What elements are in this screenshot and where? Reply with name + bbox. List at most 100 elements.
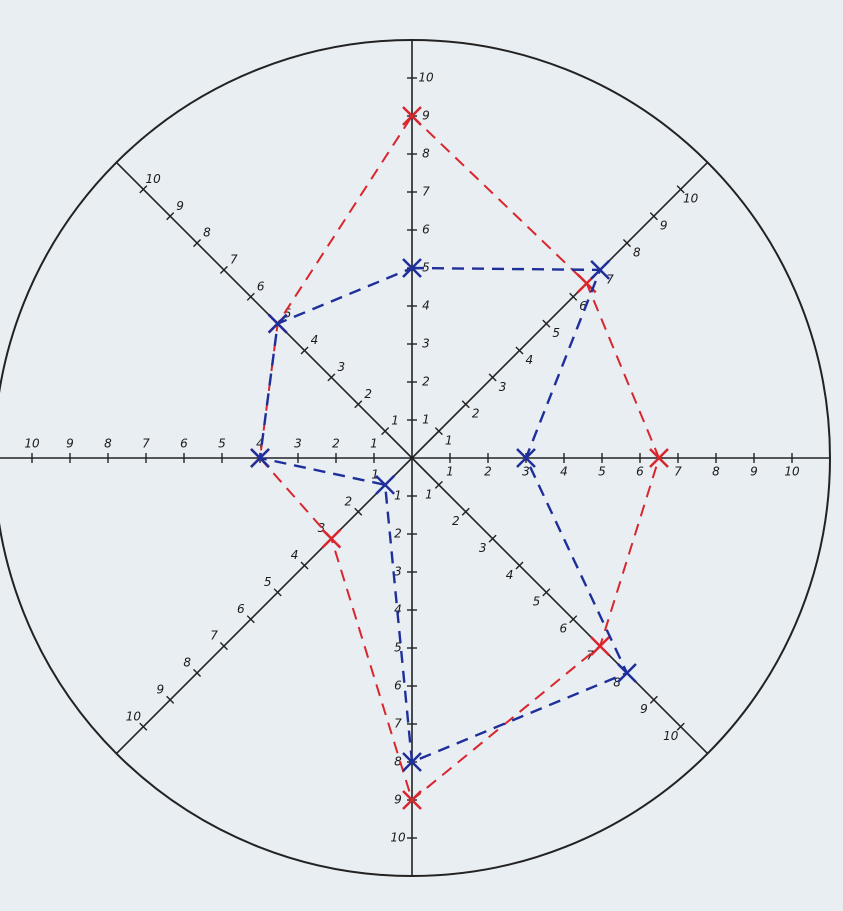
tick-mark [542,319,551,328]
tick-mark [649,695,658,704]
tick-label: 10 [146,172,162,186]
marker-stroke [375,474,396,495]
tick-label: 5 [552,326,560,340]
tick-label: 3 [479,541,487,555]
tick-label: 3 [422,337,430,351]
data-point [590,636,610,656]
tick-label: 3 [318,521,326,535]
tick-mark [139,185,148,194]
marker-stroke [402,258,422,278]
tick-label: 10 [784,465,800,479]
tick-label: 4 [311,333,319,347]
tick-label: 6 [257,279,265,293]
tick-label: 5 [598,465,606,479]
tick-mark [461,507,470,516]
tick-label: 6 [422,223,430,237]
tick-label: 6 [180,437,188,451]
data-point [267,313,288,334]
tick-mark [542,588,551,597]
marker-stroke [402,752,422,772]
tick-label: 10 [24,437,40,451]
tick-mark [649,212,658,221]
tick-label: 4 [291,548,299,562]
tick-mark [622,239,631,248]
tick-mark [676,185,685,194]
tick-label: 7 [674,465,682,479]
tick-label: 5 [533,595,541,609]
tick-label: 7 [586,648,594,662]
data-point [649,448,669,468]
tick-label: 1 [394,489,402,503]
tick-mark [327,373,336,382]
tick-label: 7 [210,629,218,643]
tick-mark [166,212,175,221]
tick-label: 4 [394,603,402,617]
tick-label: 1 [370,437,378,451]
tick-mark [246,615,255,624]
tick-label: 4 [560,465,568,479]
tick-label: 9 [640,702,648,716]
tick-label: 9 [176,199,184,213]
tick-mark [300,346,309,355]
tick-label: 6 [636,465,644,479]
marker-stroke [250,448,270,468]
tick-label: 2 [452,514,460,528]
tick-label: 7 [606,272,614,286]
tick-mark [515,346,524,355]
tick-label: 1 [371,467,379,481]
data-point [375,474,396,495]
tick-label: 4 [506,568,514,582]
tick-label: 7 [142,437,150,451]
tick-label: 7 [422,185,430,199]
tick-mark [488,534,497,543]
tick-label: 1 [445,434,453,448]
tick-label: 2 [332,437,340,451]
data-point [590,260,610,280]
tick-label: 8 [394,755,402,769]
tick-mark [246,292,255,301]
tick-label: 10 [683,192,699,206]
tick-label: 8 [633,245,641,259]
marker-stroke [649,448,669,468]
tick-label: 1 [446,465,454,479]
tick-mark [139,722,148,731]
tick-mark [569,615,578,624]
tick-label: 3 [499,380,507,394]
tick-mark [381,427,390,436]
tick-label: 8 [422,147,430,161]
tick-label: 3 [522,465,530,479]
axis-line [115,161,413,459]
tick-label: 2 [364,387,372,401]
marker-stroke [516,448,536,468]
data-point [402,790,422,810]
marker-stroke [590,636,610,656]
marker-stroke [402,106,422,126]
tick-label: 7 [230,253,238,267]
tick-mark [193,239,202,248]
axis-line [115,457,413,755]
tick-label: 8 [183,656,191,670]
tick-label: 9 [156,682,164,696]
tick-label: 7 [394,717,402,731]
tick-label: 5 [394,641,402,655]
tick-mark [434,480,443,489]
tick-label: 5 [284,306,292,320]
tick-label: 2 [422,375,430,389]
marker-stroke [590,260,610,280]
tick-mark [434,427,443,436]
tick-mark [515,561,524,570]
tick-label: 8 [613,675,621,689]
tick-label: 9 [422,109,430,123]
data-point [402,258,422,278]
tick-label: 10 [390,831,406,845]
tick-label: 4 [256,437,264,451]
marker-stroke [321,528,342,549]
tick-label: 8 [104,437,112,451]
tick-label: 2 [484,465,492,479]
tick-label: 10 [418,71,434,85]
tick-mark [219,642,228,651]
data-point [402,106,422,126]
tick-mark [354,400,363,409]
